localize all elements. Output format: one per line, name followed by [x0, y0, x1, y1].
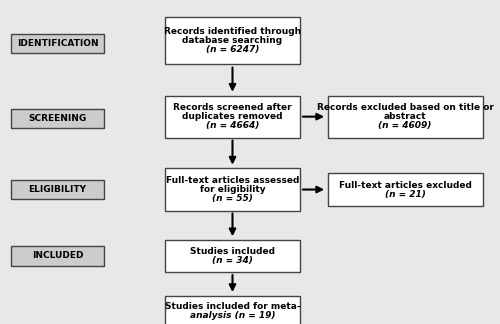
Text: (n = 4664): (n = 4664): [206, 121, 259, 130]
Text: database searching: database searching: [182, 36, 282, 45]
FancyBboxPatch shape: [165, 96, 300, 138]
Text: (n = 4609): (n = 4609): [378, 121, 432, 130]
FancyBboxPatch shape: [165, 240, 300, 272]
Text: duplicates removed: duplicates removed: [182, 112, 283, 121]
FancyBboxPatch shape: [12, 246, 104, 266]
FancyBboxPatch shape: [165, 17, 300, 64]
FancyBboxPatch shape: [165, 168, 300, 211]
Text: Records identified through: Records identified through: [164, 27, 301, 36]
FancyBboxPatch shape: [328, 96, 482, 138]
FancyBboxPatch shape: [12, 180, 104, 199]
Text: (n = 21): (n = 21): [384, 190, 426, 199]
Text: Full-text articles assessed: Full-text articles assessed: [166, 176, 299, 185]
FancyBboxPatch shape: [12, 34, 104, 53]
Text: Studies included: Studies included: [190, 247, 275, 256]
Text: abstract: abstract: [384, 112, 426, 121]
Text: INCLUDED: INCLUDED: [32, 251, 83, 260]
Text: ELIGIBILITY: ELIGIBILITY: [28, 185, 86, 194]
Text: SCREENING: SCREENING: [28, 114, 86, 123]
Text: (n = 6247): (n = 6247): [206, 45, 259, 54]
Text: analysis (n = 19): analysis (n = 19): [190, 311, 275, 320]
Text: IDENTIFICATION: IDENTIFICATION: [16, 39, 98, 48]
Text: Records screened after: Records screened after: [173, 103, 292, 112]
Text: Full-text articles excluded: Full-text articles excluded: [338, 180, 471, 190]
Text: Records excluded based on title or: Records excluded based on title or: [316, 103, 494, 112]
Text: (n = 55): (n = 55): [212, 194, 253, 203]
FancyBboxPatch shape: [12, 109, 104, 128]
Text: (n = 34): (n = 34): [212, 256, 253, 265]
Text: Studies included for meta-: Studies included for meta-: [164, 302, 300, 311]
FancyBboxPatch shape: [165, 295, 300, 324]
FancyBboxPatch shape: [328, 173, 482, 206]
Text: for eligibility: for eligibility: [200, 185, 266, 194]
